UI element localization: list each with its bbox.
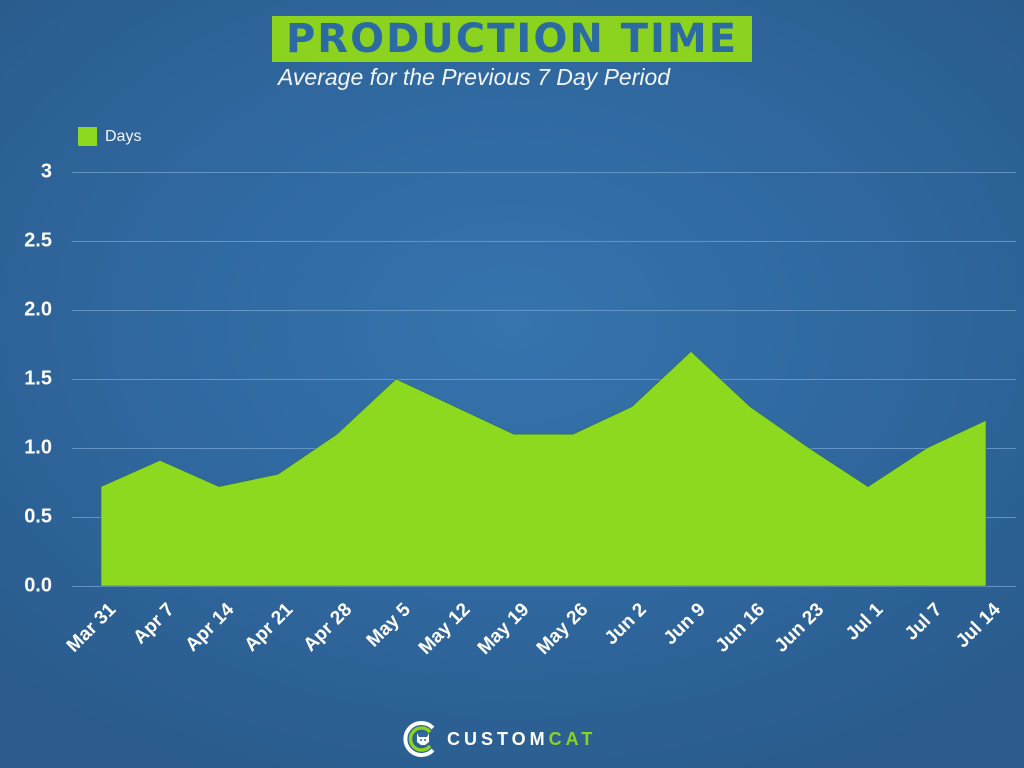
legend: Days	[78, 127, 141, 146]
gridline	[72, 172, 1016, 173]
chart-subtitle: Average for the Previous 7 Day Period	[278, 64, 671, 90]
chart-title: PRODUCTION TIME	[285, 16, 739, 62]
gridline	[72, 310, 1016, 311]
y-tick-label: 0.0	[24, 574, 52, 597]
logo-wordmark: CUSTOMCAT	[447, 729, 596, 750]
y-tick-label: 2.0	[24, 298, 52, 321]
gridline	[72, 241, 1016, 242]
area-series-days	[100, 350, 987, 587]
cat-logo-icon	[403, 720, 439, 758]
y-tick-label: 3	[40, 160, 52, 183]
y-tick-label: 2.5	[24, 229, 52, 252]
y-tick-label: 1.5	[24, 367, 52, 390]
y-tick-label: 0.5	[24, 505, 52, 528]
logo-text-cat: CAT	[548, 728, 597, 749]
logo-text-custom: CUSTOM	[447, 728, 549, 749]
customcat-logo: CUSTOMCAT	[403, 720, 596, 758]
y-tick-label: 1.0	[24, 436, 52, 459]
title-banner: PRODUCTION TIME	[272, 16, 752, 62]
gridline	[72, 379, 1016, 380]
gridline	[72, 586, 1016, 587]
legend-swatch	[78, 127, 97, 146]
legend-label: Days	[105, 127, 142, 145]
